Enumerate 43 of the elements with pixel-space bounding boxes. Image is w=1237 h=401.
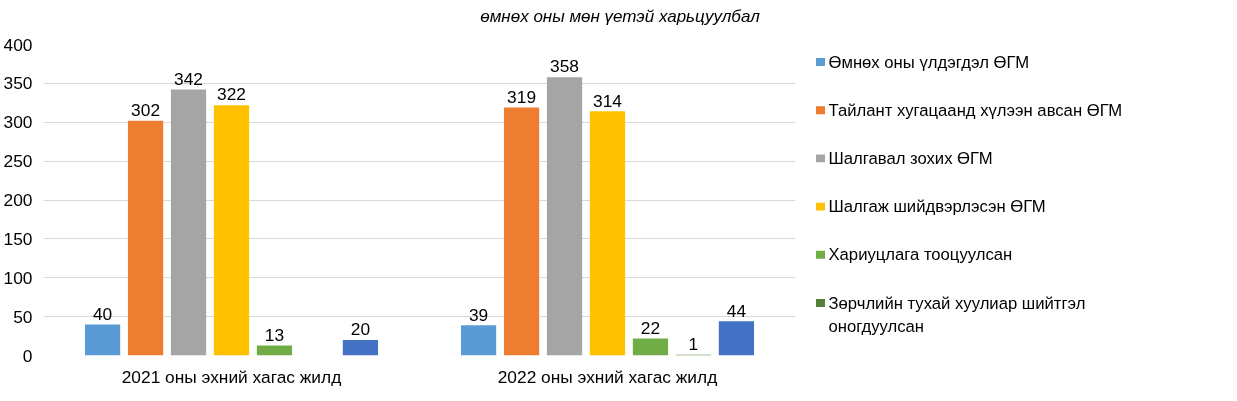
y-tick-label: 250 [3,151,33,172]
x-tick-label: 2021 оны эхний хагас жилд [121,366,342,387]
y-tick-label: 0 [22,345,33,366]
bar [170,89,207,356]
data-label: 40 [92,304,113,325]
y-tick-label: 300 [3,112,33,133]
data-label: 319 [507,87,537,108]
data-label: 322 [217,84,246,105]
legend-label: Шалгаж шийдвэрлэсэн ӨГМ [828,197,1046,217]
legend-label: Хариуцлага тооцуулсан [828,245,1013,265]
y-tick-label: 50 [13,306,33,327]
data-label: 39 [468,304,489,325]
bar [213,105,250,356]
data-label: 342 [174,69,203,90]
data-label: 1 [688,334,699,355]
bar [460,325,497,356]
bar [546,77,583,356]
y-tick-label: 400 [3,34,33,55]
bar [503,107,540,356]
legend-label: Шалгавал зохих ӨГМ [828,149,993,169]
data-label: 22 [640,318,661,339]
bar [256,345,293,356]
x-tick-label: 2022 оны эхний хагас жилд [497,366,718,387]
legend-label: Өмнөх оны үлдэгдэл ӨГМ [828,52,1030,72]
legend-label: Тайлант хугацаанд хүлээн авсан ӨГМ [828,100,1123,120]
bar [632,338,669,356]
y-tick-label: 100 [3,268,33,289]
bar [127,120,164,356]
bar [589,111,626,356]
y-tick-label: 350 [3,73,33,94]
chart-title: өмнөх оны мөн үетэй харьцуулбал [480,6,760,28]
data-label: 302 [131,100,161,121]
bar [718,321,755,356]
bar [342,340,379,356]
y-tick-label: 150 [3,229,33,250]
data-label: 358 [550,56,579,77]
legend-label: Зөрчлийн тухай хуулиар шийтгэл оногдуулсан [828,294,1086,337]
data-label: 13 [264,325,285,346]
data-label: 314 [593,90,623,111]
data-label: 44 [726,300,747,321]
data-label: 20 [350,319,371,340]
y-tick-label: 200 [3,190,33,211]
bar [84,324,121,356]
